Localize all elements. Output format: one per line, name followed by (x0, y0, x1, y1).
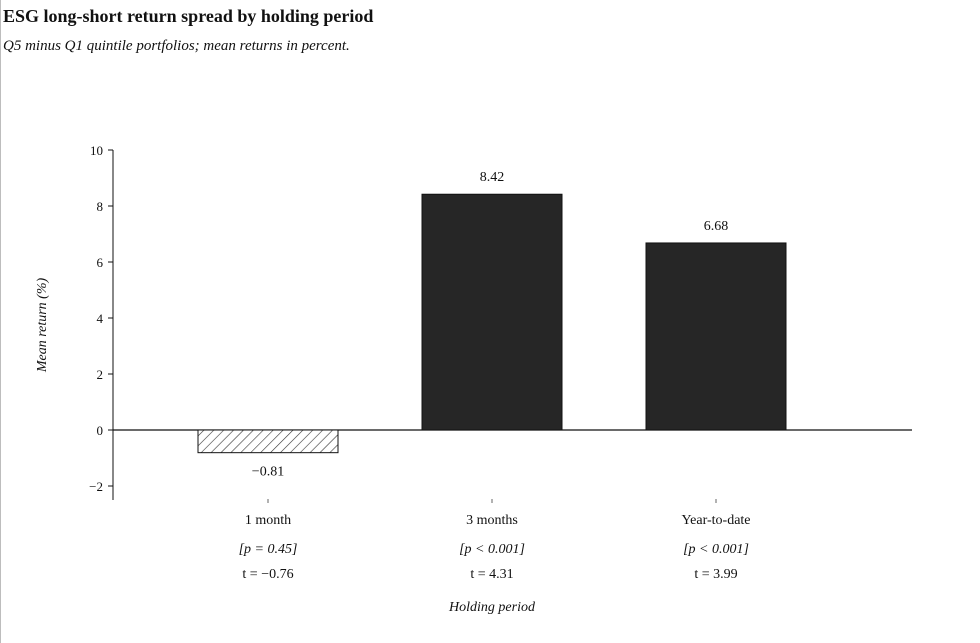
y-tick-label: 0 (97, 423, 104, 438)
y-tick-label: 2 (97, 367, 104, 382)
category-labels: 1 month [p = 0.45] t = −0.76 3 months [p < 0… (239, 499, 751, 582)
p-value-label: [p = 0.45] (239, 542, 298, 557)
t-stat-label: t = 4.31 (470, 567, 513, 582)
y-axis: 10 8 6 4 2 0 −2 (89, 143, 114, 500)
x-axis-label: Holding period (448, 600, 536, 615)
t-stat-label: t = 3.99 (694, 567, 737, 582)
bar (645, 242, 787, 431)
x-tick-label: 1 month (245, 513, 291, 528)
x-tick-label: 3 months (466, 513, 518, 528)
bar-value-label: 6.68 (704, 219, 729, 234)
t-stat-label: t = −0.76 (242, 567, 293, 582)
y-tick-label: 6 (97, 255, 104, 270)
left-border (0, 0, 1, 643)
bar (421, 193, 563, 431)
y-tick-label: −2 (89, 479, 103, 494)
chart-subtitle: Q5 minus Q1 quintile portfolios; mean re… (3, 38, 350, 54)
bars: −0.81 8.42 6.68 (197, 170, 787, 480)
x-tick-label: Year-to-date (681, 513, 750, 528)
y-axis-label: Mean return (%) (35, 277, 50, 373)
bar (197, 429, 339, 454)
y-tick-label: 10 (90, 143, 103, 158)
p-value-label: [p < 0.001] (459, 542, 525, 557)
chart-title: ESG long-short return spread by holding … (3, 6, 374, 26)
y-tick-label: 8 (97, 199, 104, 214)
bar-value-label: −0.81 (252, 465, 284, 480)
bar-value-label: 8.42 (480, 170, 505, 185)
y-tick-label: 4 (97, 311, 104, 326)
p-value-label: [p < 0.001] (683, 542, 749, 557)
